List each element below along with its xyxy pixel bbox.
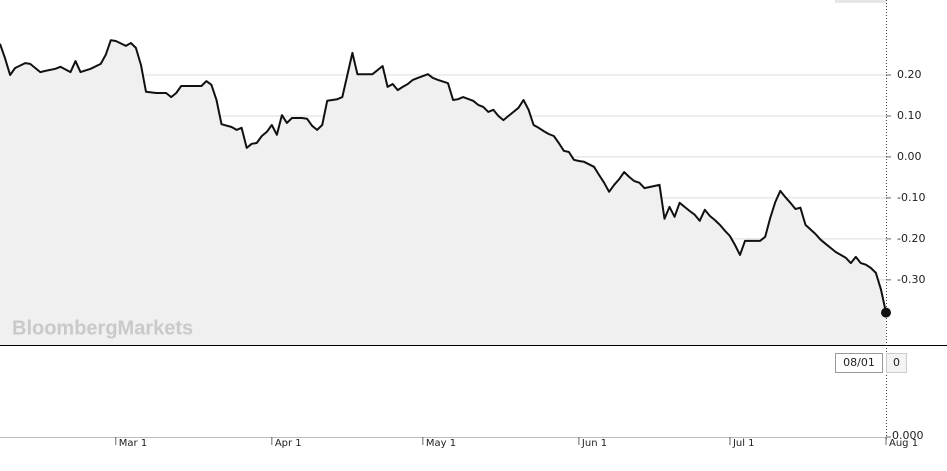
x-tick-label: Aug 1	[889, 438, 918, 449]
x-tick-label: May 1	[426, 438, 456, 449]
x-tick-label: Jul 1	[732, 438, 755, 449]
y-tick-label: -0.10	[897, 191, 925, 204]
cursor-value-box	[886, 353, 907, 373]
x-tick-label: Mar 1	[119, 438, 147, 449]
area	[0, 40, 886, 345]
cursor-value: 0	[893, 356, 900, 369]
lower-y-tick-label: 0.000	[892, 429, 924, 442]
y-tick-label: -0.30	[897, 273, 925, 286]
y-tick-label: 0.00	[897, 150, 922, 163]
watermark: BloombergMarkets	[12, 317, 193, 339]
line	[0, 39, 887, 313]
y-tick-label: -0.20	[897, 232, 925, 245]
end-marker	[881, 307, 891, 318]
x-tick-label: Apr 1	[275, 438, 302, 449]
y-tick-label: 0.20	[897, 68, 922, 81]
cursor-date: 08/01	[843, 356, 875, 369]
corner-box	[835, 0, 886, 3]
cursor-date-box	[835, 353, 883, 373]
y-tick-label: 0.10	[897, 109, 922, 122]
x-tick-label: Jun 1	[581, 438, 607, 449]
